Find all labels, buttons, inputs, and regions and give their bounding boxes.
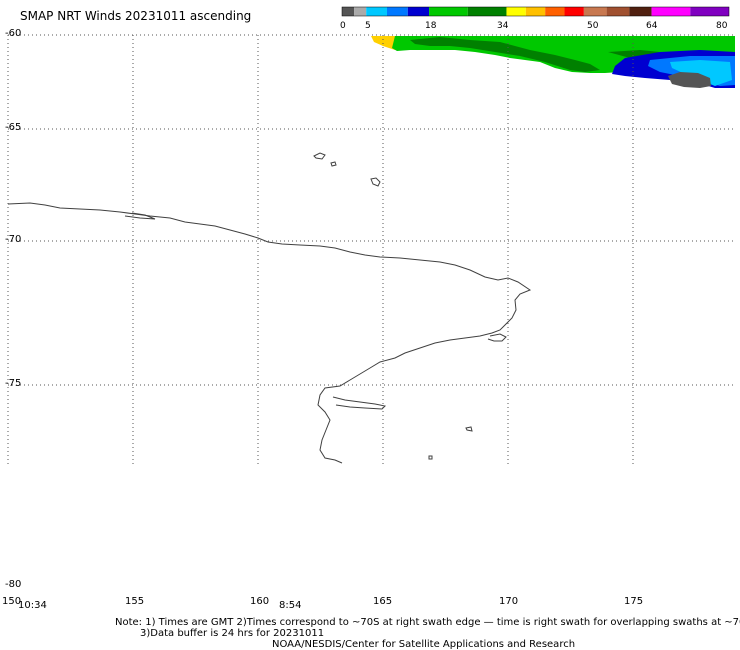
colorbar-tick-34: 34	[497, 21, 509, 31]
lon-label-165: 165	[373, 596, 393, 607]
lat-label-70: -70	[5, 234, 22, 245]
map-title: SMAP NRT Winds 20231011 ascending	[20, 9, 252, 23]
island-2	[330, 161, 337, 167]
colorbar-segment-11	[583, 7, 607, 16]
colorbar-segment-14	[651, 7, 691, 16]
colorbar-segment-12	[606, 7, 630, 16]
lat-label-80: -80	[5, 579, 22, 590]
note-line-1: Note: 1) Times are GMT 2)Times correspon…	[115, 617, 740, 628]
colorbar-tick-0: 0	[340, 21, 346, 31]
swath-mid-blue-region	[648, 56, 735, 86]
lon-label-155: 155	[125, 596, 145, 607]
island-4	[465, 426, 473, 432]
coastline-ross-edge	[124, 212, 156, 220]
colorbar-segment-9	[545, 7, 565, 16]
lat-label-65: -65	[5, 122, 22, 133]
graticule	[7, 34, 735, 465]
lon-label-150: 150	[2, 596, 22, 607]
colorbar-segment-2	[366, 7, 387, 16]
swath-cyan-region	[670, 60, 732, 86]
note-credit: NOAA/NESDIS/Center for Satellite Applica…	[272, 639, 576, 650]
colorbar-tick-64: 64	[646, 21, 658, 31]
colorbar-tick-5: 5	[365, 21, 371, 31]
lon-label-170: 170	[499, 596, 519, 607]
colorbar-segment-6	[467, 7, 507, 16]
lat-label-60: -60	[5, 28, 22, 39]
colorbar-segment-4	[407, 7, 430, 16]
coastline-inlet	[487, 333, 507, 342]
swath-blue-region	[612, 50, 735, 88]
swath-dark-green-patch	[410, 37, 600, 72]
colorbar-segment-10	[564, 7, 584, 16]
coastline-shelf	[332, 396, 387, 410]
colorbar-segment-8	[525, 7, 546, 16]
colorbar-segment-7	[506, 7, 526, 16]
swath-green-band	[392, 36, 735, 73]
colorbar-segment-0	[342, 7, 355, 16]
colorbar-segment-5	[429, 7, 468, 16]
colorbar-segment-1	[354, 7, 367, 16]
wind-swath	[371, 36, 735, 88]
swath-dark-green-patch-2	[608, 50, 660, 58]
lon-label-175: 175	[624, 596, 644, 607]
note-line-2: 3)Data buffer is 24 hrs for 20231011	[140, 628, 325, 639]
colorbar-border	[341, 6, 730, 17]
coastline	[7, 152, 532, 464]
island-3	[370, 177, 381, 187]
coastline-main	[7, 202, 532, 464]
wind-speed-colorbar	[341, 6, 730, 17]
colorbar-segment-3	[386, 7, 408, 16]
colorbar-tick-80: 80	[716, 21, 728, 31]
lat-label-75: -75	[5, 378, 22, 389]
swath-time-1: 10:34	[18, 600, 47, 611]
colorbar-segment-15	[690, 7, 729, 16]
swath-time-2: 8:54	[279, 600, 302, 611]
island-1	[313, 152, 326, 160]
colorbar-tick-50: 50	[587, 21, 599, 31]
colorbar-segment-13	[629, 7, 652, 16]
swath-gray-patch	[668, 72, 711, 88]
lon-label-160: 160	[250, 596, 270, 607]
island-5	[428, 455, 433, 460]
colorbar-tick-18: 18	[425, 21, 437, 31]
